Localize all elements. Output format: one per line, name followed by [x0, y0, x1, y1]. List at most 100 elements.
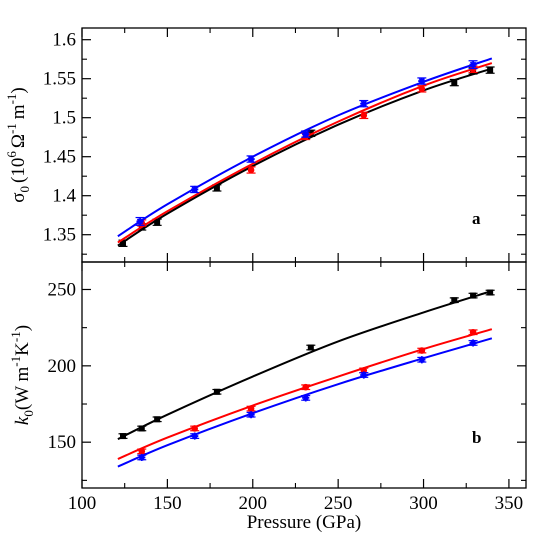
star-marker: [469, 61, 477, 69]
y-label-units: (10: [8, 158, 29, 183]
square-marker: [213, 184, 220, 191]
panel-a: 1.351.41.451.51.551.6 a σ0(106Ω-1m-1): [4, 27, 527, 263]
y-label-symbol: k: [12, 416, 33, 425]
y-label-exp: -1: [4, 94, 19, 105]
data-point: [417, 347, 427, 354]
star-marker: [247, 411, 255, 419]
data-point: [137, 453, 147, 462]
star-marker: [302, 394, 310, 402]
data-point: [449, 78, 459, 87]
star-marker: [302, 130, 310, 138]
data-point: [137, 425, 147, 432]
circle-marker: [360, 367, 368, 374]
y-tick-label: 1.6: [52, 30, 76, 51]
data-point: [118, 433, 128, 440]
panel-b-y-axis-title: k0(W m-1K-1): [8, 325, 36, 425]
x-tick-label: 150: [153, 493, 182, 514]
star-marker: [191, 185, 199, 194]
panel-b-label: b: [472, 428, 481, 447]
data-point: [359, 99, 369, 108]
y-tick-label: 150: [48, 432, 77, 453]
star-marker: [469, 339, 477, 347]
star-marker: [360, 100, 368, 108]
data-point: [246, 405, 256, 412]
data-point: [135, 216, 145, 226]
x-tick-label: 350: [495, 493, 524, 514]
data-point: [417, 77, 427, 85]
fit-curve: [117, 67, 493, 247]
square-marker: [213, 388, 220, 395]
data-point: [468, 328, 478, 336]
square-marker: [154, 416, 161, 423]
square-marker: [119, 240, 126, 247]
circle-marker: [469, 328, 477, 336]
y-label-omega: Ω: [8, 134, 29, 148]
data-point: [468, 292, 478, 299]
x-tick-label: 300: [409, 493, 438, 514]
y-tick-label: 1.5: [52, 108, 76, 129]
y-tick-label: 1.45: [43, 147, 76, 168]
star-marker: [191, 432, 199, 440]
y-tick-label: 1.4: [52, 186, 76, 207]
y-label-exp: -1: [8, 331, 23, 342]
data-point: [449, 297, 459, 304]
fit-curve: [117, 328, 493, 460]
panel-a-label: a: [472, 209, 481, 228]
x-tick-label: 250: [324, 493, 353, 514]
data-point: [301, 383, 311, 391]
square-marker: [487, 67, 494, 74]
panel-b-frame: [81, 261, 527, 489]
data-point: [359, 371, 369, 379]
circle-marker: [418, 347, 426, 354]
fit-curve: [117, 337, 493, 468]
square-marker: [119, 433, 126, 440]
panel-a-ticks: 1.35 1.4 1.45 1.5 1.55 1.6: [43, 28, 526, 262]
panel-a-y-axis-title: σ0(106Ω-1m-1): [4, 87, 32, 203]
x-axis-title: Pressure (GPa): [247, 512, 362, 533]
data-point: [246, 411, 256, 419]
data-point: [468, 60, 478, 70]
data-point: [417, 85, 427, 93]
fit-curve: [117, 290, 493, 441]
square-marker: [451, 79, 458, 86]
panel-b-ticks: 100 150 200 250 300 350 150 200 250: [48, 262, 526, 514]
y-tick-label: 1.35: [43, 225, 76, 246]
circle-marker: [138, 448, 146, 455]
square-marker: [154, 219, 161, 226]
data-point: [246, 166, 256, 174]
y-label-exp: -1: [8, 356, 23, 367]
data-point: [417, 356, 427, 364]
data-point: [359, 111, 369, 120]
data-point: [301, 394, 311, 402]
fit-curve: [117, 62, 493, 244]
y-label-k: K: [12, 342, 33, 356]
data-point: [212, 388, 222, 395]
y-label-subscript: 0: [21, 410, 36, 417]
y-label-symbol: σ: [8, 193, 29, 203]
y-label-exp: -1: [4, 123, 19, 134]
data-point: [246, 155, 256, 163]
data-point: [485, 66, 495, 74]
panel-b-plot: [117, 289, 495, 468]
circle-marker: [469, 66, 477, 73]
data-point: [485, 289, 495, 296]
y-label-close: ): [8, 87, 29, 93]
square-marker: [470, 292, 477, 299]
data-point: [306, 344, 316, 351]
data-point: [190, 432, 200, 440]
square-marker: [307, 344, 314, 351]
panel-a-frame: [81, 27, 527, 263]
star-marker: [138, 453, 146, 462]
star-marker: [418, 77, 426, 85]
circle-marker: [360, 112, 368, 119]
data-point: [190, 185, 200, 194]
fit-curve: [117, 57, 493, 238]
circle-marker: [247, 405, 255, 412]
star-marker: [418, 356, 426, 364]
panel-a-plot: [117, 57, 495, 247]
circle-marker: [247, 166, 255, 174]
circle-marker: [191, 425, 199, 432]
y-label-exp: 6: [4, 151, 19, 158]
